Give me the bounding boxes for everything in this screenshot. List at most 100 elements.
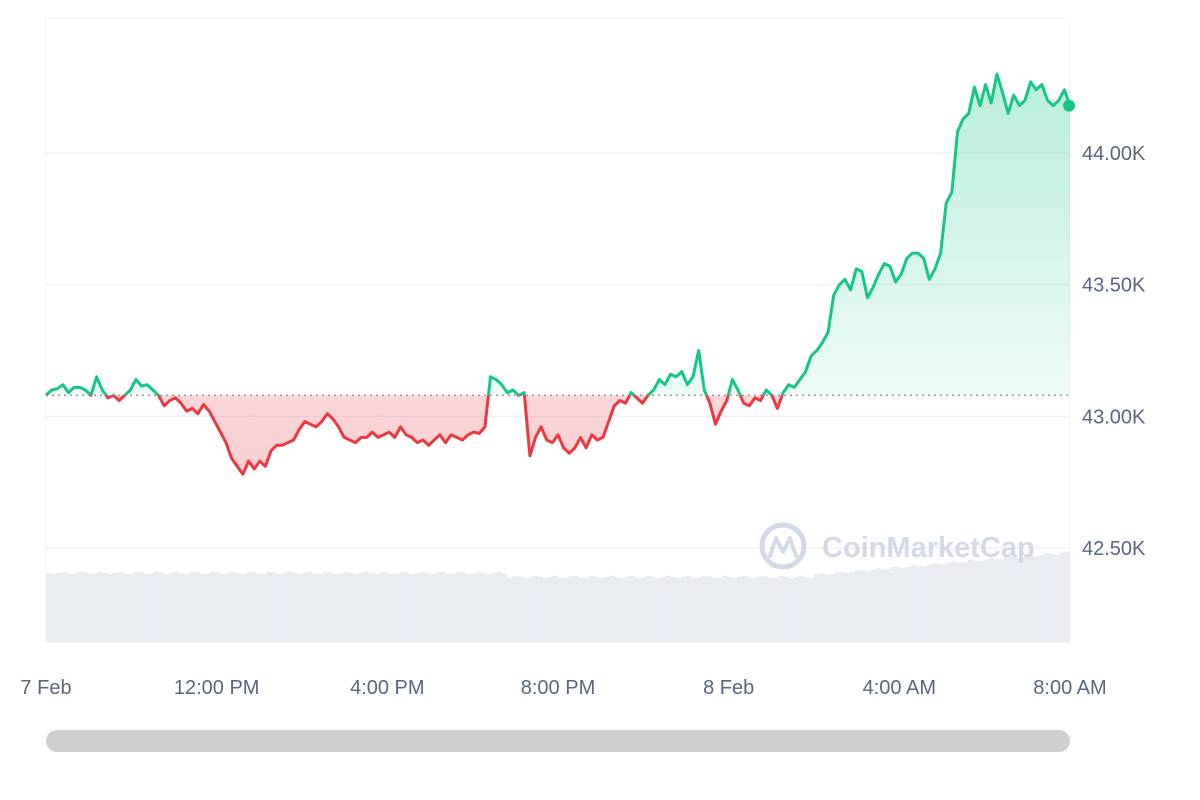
volume-bar <box>92 573 98 642</box>
volume-bar <box>476 571 482 642</box>
volume-bar <box>829 574 835 642</box>
volume-bar <box>440 571 446 642</box>
volume-bar <box>803 577 810 642</box>
volume-bar <box>614 577 620 642</box>
volume-bar <box>179 573 185 642</box>
volume-bar <box>61 571 67 642</box>
volume-bar <box>373 574 380 642</box>
volume-bar <box>281 573 287 642</box>
volume-bar <box>204 573 211 642</box>
volume-bar <box>721 575 728 642</box>
volume-bar <box>445 573 451 642</box>
watermark-text: CoinMarketCap <box>822 532 1035 564</box>
volume-bar <box>875 568 881 642</box>
y-tick-label: 43.00K <box>1082 406 1146 428</box>
x-axis-ticks: 7 Feb 12:00 PM 4:00 PM 8:00 PM 8 Feb 4:00 AM 8… <box>20 677 1106 699</box>
volume-bar <box>767 577 774 642</box>
volume-bar <box>506 577 513 642</box>
volume-bar <box>916 565 922 642</box>
range-scrollbar[interactable] <box>46 730 1070 752</box>
x-tick-label: 8:00 AM <box>1033 677 1106 699</box>
volume-bar <box>901 568 907 642</box>
volume-bar <box>629 576 636 642</box>
volume-bar <box>307 571 313 642</box>
volume-bar <box>972 560 979 642</box>
volume-bar <box>665 575 671 642</box>
volume-bar <box>486 574 492 642</box>
volume-bar <box>532 575 538 642</box>
volume-bar <box>762 576 769 642</box>
volume-bar <box>133 572 139 642</box>
volume-bar <box>558 577 564 642</box>
last-price-point[interactable] <box>1063 99 1075 112</box>
volume-bar <box>312 573 318 642</box>
volume-bar <box>573 576 579 642</box>
volume-bar <box>1059 552 1066 642</box>
volume-bar <box>604 577 610 642</box>
volume-bar <box>394 573 400 642</box>
volume-bar <box>414 573 421 642</box>
volume-bar <box>261 573 267 642</box>
volume-bar <box>465 574 472 642</box>
volume-bar <box>1049 554 1055 642</box>
y-tick-label: 43.50K <box>1082 275 1146 297</box>
volume-bar <box>378 572 385 642</box>
volume-bar <box>982 559 989 642</box>
volume-bar <box>266 572 272 642</box>
x-tick-label: 4:00 PM <box>350 677 424 699</box>
volume-bar <box>1034 556 1040 642</box>
volume-bar <box>342 571 349 642</box>
volume-bar <box>593 576 600 642</box>
coinmarketcap-logo-icon <box>759 522 807 570</box>
volume-bar <box>895 566 902 642</box>
volume-bar <box>660 577 666 642</box>
volume-bar <box>1064 551 1071 642</box>
volume-bar <box>819 573 825 642</box>
volume-bar <box>107 574 113 642</box>
x-tick-label: 12:00 PM <box>174 677 260 699</box>
volume-bar <box>51 574 57 642</box>
volume-bar <box>424 573 431 642</box>
x-tick-label: 7 Feb <box>20 677 71 699</box>
volume-bar <box>737 576 743 642</box>
volume-bar <box>348 572 354 642</box>
volume-bar <box>1054 554 1061 642</box>
volume-bar <box>639 577 646 642</box>
volume-bar <box>46 573 52 642</box>
volume-bar <box>122 573 129 642</box>
volume-bar <box>76 572 83 642</box>
volume-bar <box>598 578 605 642</box>
volume-bar <box>255 573 262 642</box>
volume-bar <box>890 566 897 642</box>
volume-bar <box>691 577 697 642</box>
volume-bar <box>670 577 677 642</box>
volume-bar <box>747 577 753 642</box>
volume-bar <box>655 578 661 642</box>
volume-bar <box>711 578 718 642</box>
volume-bar <box>383 572 390 642</box>
x-tick-label: 4:00 AM <box>863 677 936 699</box>
volume-bar <box>619 578 625 642</box>
volume-bar <box>353 574 359 642</box>
volume-bar <box>947 562 953 642</box>
volume-bar <box>563 578 569 642</box>
volume-bar <box>993 559 999 642</box>
volume-bar <box>148 573 154 642</box>
volume-bar <box>112 572 118 642</box>
volume-bar <box>230 571 236 642</box>
volume-bar <box>773 577 779 642</box>
volume-bar <box>184 574 190 642</box>
volume-bar <box>127 574 134 642</box>
price-line-below-baseline <box>45 395 784 476</box>
volume-bar <box>998 559 1004 642</box>
volume-bar <box>496 571 502 642</box>
volume-bar <box>276 574 282 642</box>
x-tick-label: 8 Feb <box>703 677 754 699</box>
volume-bar <box>81 572 88 642</box>
volume-bar <box>824 574 830 642</box>
volume-bar <box>962 562 968 642</box>
volume-bar <box>522 578 528 642</box>
volume-bar <box>527 577 533 642</box>
volume-bar <box>271 572 277 642</box>
